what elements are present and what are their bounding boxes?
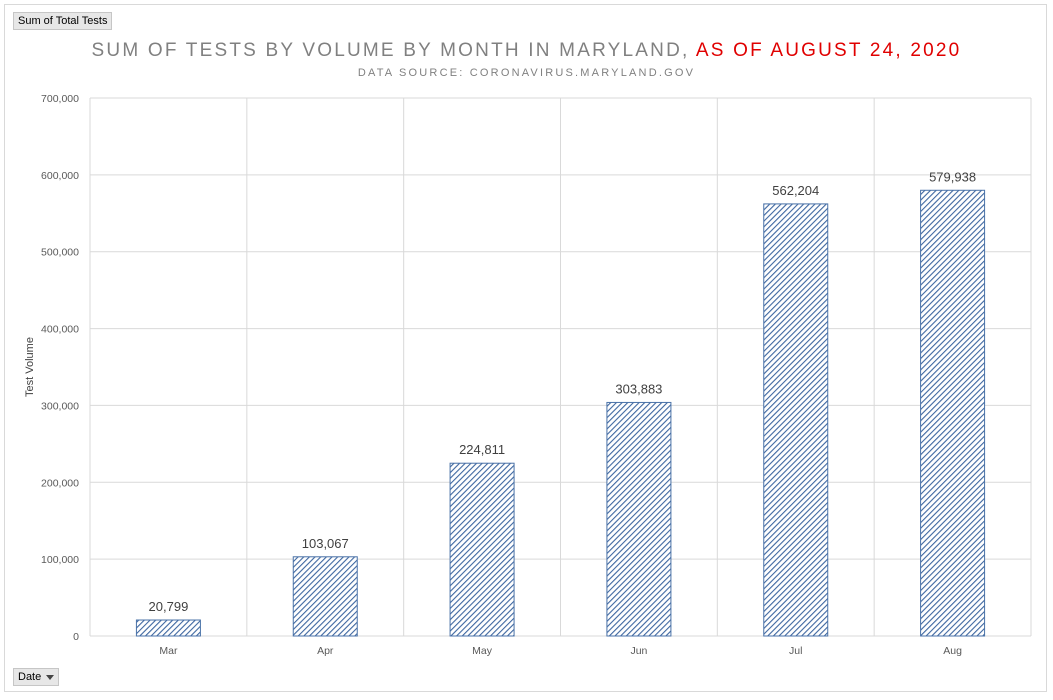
data-label: 303,883 <box>615 381 662 396</box>
x-tick-label: Apr <box>317 645 334 657</box>
bar[interactable] <box>763 203 829 637</box>
y-tick-label: 500,000 <box>41 247 79 259</box>
x-tick-label: Mar <box>159 645 178 657</box>
labels: 0 100,000 200,000 300,000 400,000 500,000 600,… <box>41 93 976 657</box>
x-tick-label: Aug <box>943 645 962 657</box>
y-tick-label: 600,000 <box>41 170 79 182</box>
data-label: 224,811 <box>459 442 505 457</box>
y-tick-label: 0 <box>73 631 79 643</box>
pivot-date-field-button[interactable]: Date <box>13 668 60 686</box>
data-label: 579,938 <box>929 169 976 184</box>
x-tick-label: Jul <box>789 645 802 657</box>
chevron-down-icon[interactable] <box>46 674 55 680</box>
bar[interactable] <box>606 401 672 637</box>
bar[interactable] <box>292 556 358 637</box>
y-axis-title: Test Volume <box>24 337 36 397</box>
pivot-value-field-label: Sum of Total Tests <box>18 15 108 27</box>
y-tick-label: 300,000 <box>41 400 79 412</box>
bar[interactable] <box>920 189 986 637</box>
y-tick-label: 200,000 <box>41 477 79 489</box>
data-label: 20,799 <box>149 599 189 614</box>
bars <box>135 189 986 637</box>
chart-title: SUM OF TESTS BY VOLUME BY MONTH IN MARYL… <box>0 40 1053 62</box>
y-tick-label: 700,000 <box>41 93 79 105</box>
y-tick-label: 100,000 <box>41 554 79 566</box>
pivot-date-field-label: Date <box>18 671 42 683</box>
data-label: 103,067 <box>302 536 349 551</box>
bar[interactable] <box>449 462 515 637</box>
chart-frame <box>4 4 1047 692</box>
chart-title-main: SUM OF TESTS BY VOLUME BY MONTH IN MARYL… <box>91 40 690 61</box>
chart-subtitle: DATA SOURCE: CORONAVIRUS.MARYLAND.GOV <box>357 67 696 79</box>
y-tick-label: 400,000 <box>41 324 79 336</box>
pivot-value-field-button[interactable]: Sum of Total Tests <box>13 12 113 30</box>
x-tick-label: May <box>472 645 493 657</box>
data-label: 562,204 <box>772 183 819 198</box>
bar[interactable] <box>135 619 201 637</box>
gridlines <box>89 97 1032 637</box>
chart-title-accent: AS OF AUGUST 24, 2020 <box>695 40 962 61</box>
x-tick-label: Jun <box>630 645 647 657</box>
